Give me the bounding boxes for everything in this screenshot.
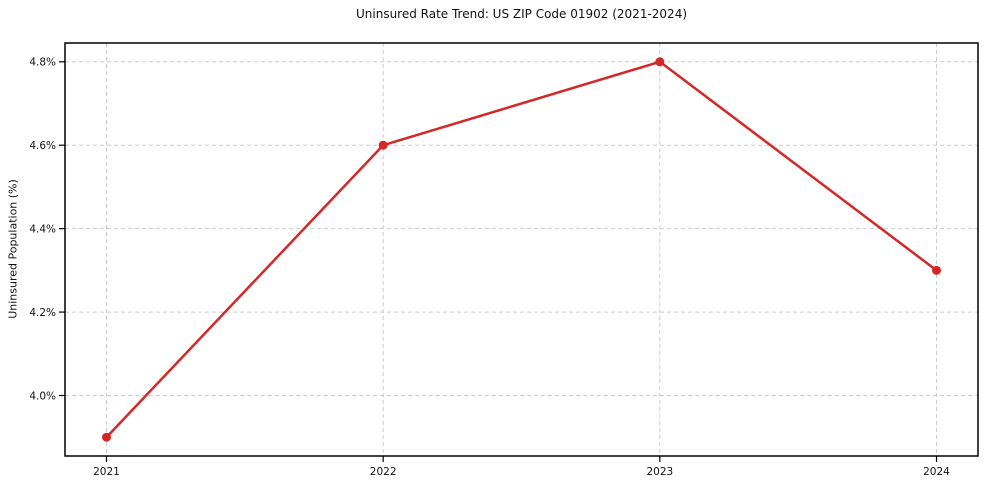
trend-line — [105, 60, 938, 439]
chart-title: Uninsured Rate Trend: US ZIP Code 01902 … — [355, 7, 688, 21]
data-point — [102, 432, 111, 442]
data-point — [655, 57, 665, 67]
x-tick-label: 2023 — [646, 466, 673, 478]
y-tick-label: 4.6% — [29, 140, 56, 152]
x-tick-label: 2022 — [370, 466, 397, 478]
y-tick-label: 4.0% — [29, 390, 56, 402]
x-tick-label: 2024 — [923, 466, 950, 478]
data-point — [932, 265, 941, 275]
y-tick-label: 4.4% — [29, 223, 56, 235]
plot-border — [64, 42, 979, 457]
x-tick-label: 2021 — [93, 466, 120, 478]
y-tick-label: 4.8% — [29, 57, 56, 69]
y-tick-label: 4.2% — [29, 307, 56, 319]
data-point — [378, 140, 388, 150]
